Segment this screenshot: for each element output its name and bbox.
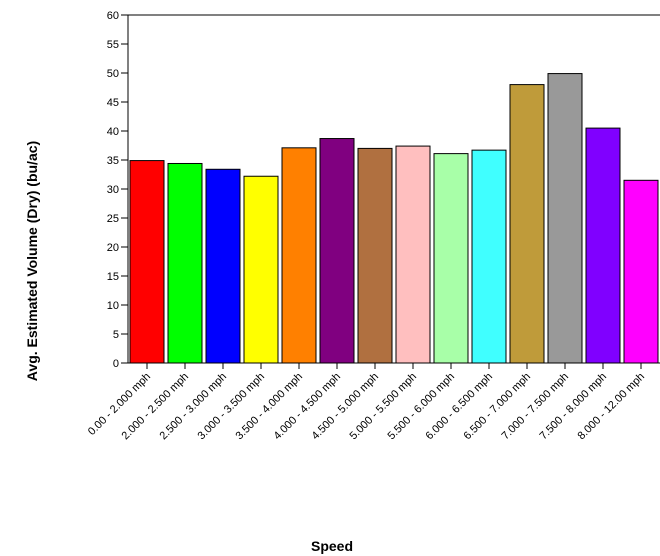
x-tick-label: 8.000 - 12.00 mph <box>575 371 647 443</box>
y-tick-label: 45 <box>107 97 119 109</box>
x-tick-label: 6.000 - 6.500 mph <box>423 371 495 443</box>
y-tick-label: 5 <box>113 329 119 341</box>
bar-2 <box>167 162 203 364</box>
x-tick-label: 4.500 - 5.000 mph <box>309 371 381 443</box>
y-tick-label: 55 <box>107 39 119 51</box>
x-tick-label: 5.000 - 5.500 mph <box>347 371 419 443</box>
x-tick-label: 6.500 - 7.000 mph <box>461 371 533 443</box>
y-tick-label: 15 <box>107 271 119 283</box>
y-tick-label: 10 <box>107 300 119 312</box>
bar-4 <box>243 175 279 364</box>
x-tick-label: 7.500 - 8.000 mph <box>537 371 609 443</box>
bar-7 <box>357 147 393 364</box>
bar-11 <box>509 84 545 364</box>
bar-6 <box>319 138 355 364</box>
x-tick-label: 7.000 - 7.500 mph <box>499 371 571 443</box>
x-tick-label: 2.500 - 3.000 mph <box>157 371 229 443</box>
y-tick-label: 25 <box>107 213 119 225</box>
x-tick-label: 3.000 - 3.500 mph <box>195 371 267 443</box>
bar-12 <box>547 73 583 364</box>
y-tick-label: 50 <box>107 68 119 80</box>
x-axis-title: Speed <box>311 538 353 554</box>
y-tick-label: 30 <box>107 184 119 196</box>
bar-8 <box>395 145 431 364</box>
bar-1 <box>129 160 165 364</box>
y-axis-title: Avg. Estimated Volume (Dry) (bu/ac) <box>24 141 40 381</box>
x-tick-label: 5.500 - 6.000 mph <box>385 371 457 443</box>
bar-3 <box>205 168 241 364</box>
y-tick-label: 0 <box>113 358 119 370</box>
y-tick-label: 20 <box>107 242 119 254</box>
bar-5 <box>281 147 317 364</box>
bar-13 <box>585 127 621 364</box>
x-tick-label: 0.00 - 2.000 mph <box>86 371 153 438</box>
plot-area <box>128 14 660 364</box>
y-tick-label: 35 <box>107 155 119 167</box>
bar-9 <box>433 153 469 364</box>
x-tick-label: 4.000 - 4.500 mph <box>271 371 343 443</box>
y-axis: 0 5 10 15 20 25 30 35 40 45 50 55 60 <box>107 10 129 370</box>
x-tick-label: 3.500 - 4.000 mph <box>233 371 305 443</box>
y-tick-label: 40 <box>107 126 119 138</box>
x-tick-label: 2.000 - 2.500 mph <box>119 371 191 443</box>
bar-10 <box>471 149 507 364</box>
bar-14 <box>623 179 659 364</box>
y-tick-label: 60 <box>107 10 119 22</box>
